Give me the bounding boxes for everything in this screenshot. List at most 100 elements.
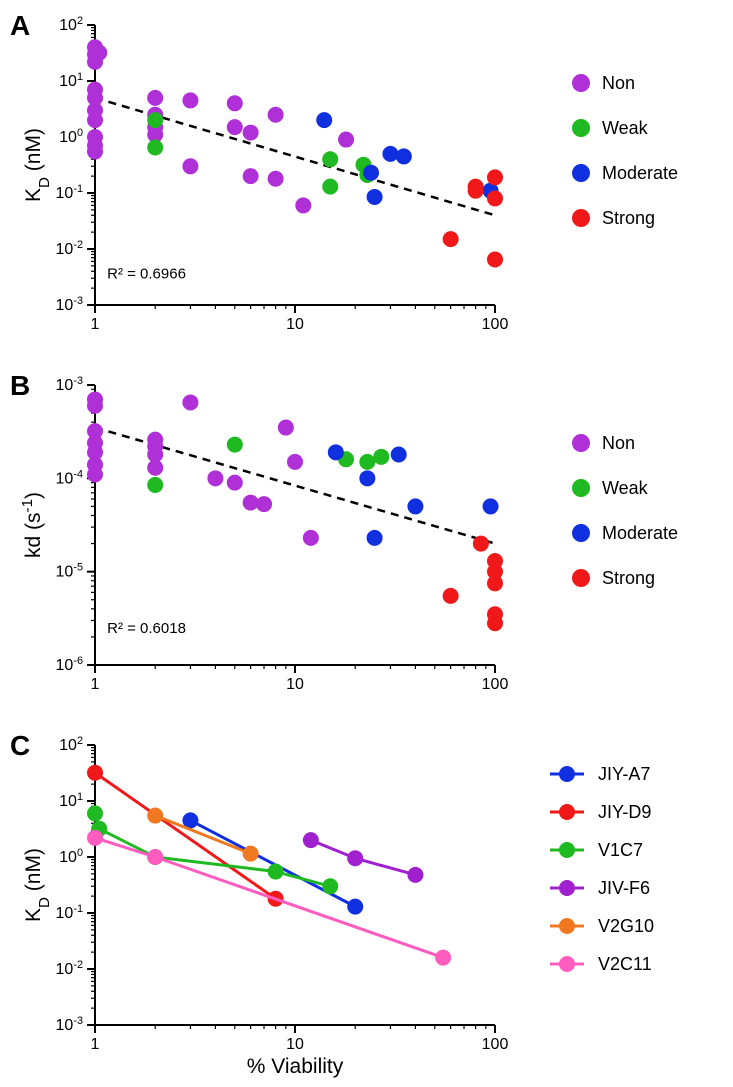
data-point — [483, 498, 499, 514]
svg-text:10-4: 10-4 — [56, 468, 83, 487]
svg-text:10-1: 10-1 — [56, 183, 83, 202]
legend-marker — [559, 918, 575, 934]
legend-marker — [559, 956, 575, 972]
legend-marker — [572, 569, 590, 587]
data-point — [443, 588, 459, 604]
data-point — [487, 169, 503, 185]
x-axis-label: % Viability — [247, 1055, 344, 1078]
legend-label: JIY-D9 — [598, 802, 651, 822]
svg-text:10-2: 10-2 — [56, 239, 83, 258]
data-point — [391, 447, 407, 463]
data-point — [407, 867, 423, 883]
svg-text:KD (nM): KD (nM) — [22, 848, 53, 922]
data-point — [295, 197, 311, 213]
data-point — [268, 171, 284, 187]
data-point — [407, 498, 423, 514]
data-point — [487, 615, 503, 631]
panel-letter: C — [10, 730, 30, 762]
data-point — [303, 832, 319, 848]
data-point — [91, 45, 107, 61]
data-point — [278, 420, 294, 436]
legend-label: V2C11 — [598, 954, 652, 974]
data-point — [87, 144, 103, 160]
r-squared-annotation: R² = 0.6018 — [107, 620, 186, 637]
svg-text:102: 102 — [59, 735, 83, 754]
data-point — [87, 466, 103, 482]
data-point — [87, 765, 103, 781]
legend-marker — [559, 880, 575, 896]
data-point — [347, 899, 363, 915]
legend-label: V1C7 — [598, 840, 643, 860]
legend-label: JIV-F6 — [598, 878, 650, 898]
panel-A: 11010010-310-210-1100101102R² = 0.6966KD… — [95, 25, 495, 305]
legend: NonWeakModerateStrong — [570, 70, 730, 250]
legend-label: Moderate — [602, 163, 678, 183]
data-point — [487, 190, 503, 206]
data-point — [227, 119, 243, 135]
legend-marker — [572, 74, 590, 92]
data-point — [243, 846, 259, 862]
panel-B: 11010010-610-510-410-3R² = 0.6018kd (s-1… — [95, 385, 495, 665]
svg-text:10-6: 10-6 — [56, 655, 83, 674]
data-point — [182, 394, 198, 410]
legend-marker — [572, 119, 590, 137]
data-point — [182, 92, 198, 108]
svg-text:KD (nM): KD (nM) — [22, 128, 53, 202]
data-point — [147, 460, 163, 476]
data-point — [359, 454, 375, 470]
legend-label: Non — [602, 73, 635, 93]
data-point — [243, 168, 259, 184]
data-point — [227, 95, 243, 111]
data-point — [487, 251, 503, 267]
data-point — [256, 496, 272, 512]
data-point — [316, 112, 332, 128]
svg-text:10-2: 10-2 — [56, 959, 83, 978]
data-point — [207, 470, 223, 486]
data-point — [487, 575, 503, 591]
panel-letter: A — [10, 10, 30, 42]
svg-text:10-5: 10-5 — [56, 562, 83, 581]
data-point — [373, 449, 389, 465]
panel-letter: B — [10, 370, 30, 402]
data-point — [182, 158, 198, 174]
data-point — [382, 146, 398, 162]
data-point — [363, 165, 379, 181]
legend-marker — [559, 804, 575, 820]
data-point — [338, 132, 354, 148]
legend-marker — [572, 164, 590, 182]
r-squared-annotation: R² = 0.6966 — [107, 265, 186, 282]
svg-text:100: 100 — [59, 847, 83, 866]
data-point — [243, 125, 259, 141]
data-point — [147, 808, 163, 824]
legend-label: Moderate — [602, 523, 678, 543]
data-point — [328, 444, 344, 460]
series-line — [95, 773, 276, 899]
svg-text:1: 1 — [91, 676, 100, 693]
data-point — [268, 864, 284, 880]
svg-text:10-1: 10-1 — [56, 903, 83, 922]
svg-text:100: 100 — [482, 316, 509, 333]
data-point — [443, 231, 459, 247]
data-point — [227, 437, 243, 453]
data-point — [435, 950, 451, 966]
legend-label: Weak — [602, 478, 649, 498]
svg-text:10-3: 10-3 — [56, 295, 83, 314]
svg-text:101: 101 — [59, 791, 83, 810]
legend-marker — [572, 524, 590, 542]
data-point — [227, 475, 243, 491]
data-point — [322, 179, 338, 195]
data-point — [147, 849, 163, 865]
data-point — [303, 530, 319, 546]
svg-text:10: 10 — [286, 316, 304, 333]
svg-text:1: 1 — [91, 316, 100, 333]
data-point — [359, 470, 375, 486]
data-point — [396, 148, 412, 164]
svg-text:10: 10 — [286, 676, 304, 693]
data-point — [347, 850, 363, 866]
svg-text:1: 1 — [91, 1036, 100, 1053]
data-point — [87, 112, 103, 128]
legend-marker — [572, 209, 590, 227]
data-point — [322, 151, 338, 167]
legend-label: Strong — [602, 208, 655, 228]
svg-text:100: 100 — [59, 127, 83, 146]
